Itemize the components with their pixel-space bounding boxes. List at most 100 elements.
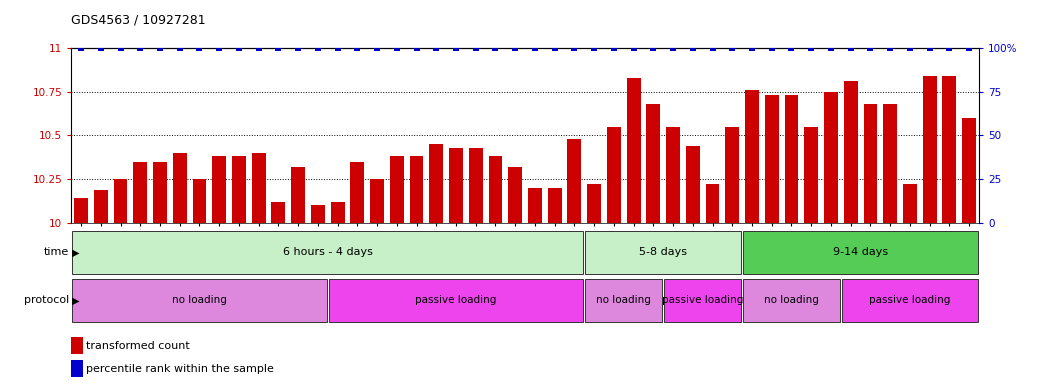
Bar xyxy=(587,184,601,223)
Bar xyxy=(864,104,877,223)
Point xyxy=(842,45,859,51)
Point xyxy=(270,45,287,51)
Text: ▶: ▶ xyxy=(72,247,80,258)
Bar xyxy=(331,202,344,223)
Bar xyxy=(389,156,404,223)
Bar xyxy=(922,76,936,223)
Point xyxy=(566,45,583,51)
Point xyxy=(230,45,247,51)
Bar xyxy=(71,337,83,354)
Point xyxy=(448,45,465,51)
Bar xyxy=(173,153,186,223)
Bar xyxy=(842,279,978,322)
Point xyxy=(408,45,425,51)
Text: GDS4563 / 10927281: GDS4563 / 10927281 xyxy=(71,14,206,27)
Text: 5-8 days: 5-8 days xyxy=(640,247,687,258)
Bar xyxy=(664,279,741,322)
Point xyxy=(527,45,543,51)
Bar xyxy=(548,188,561,223)
Bar xyxy=(627,78,641,223)
Bar xyxy=(133,162,148,223)
Point xyxy=(210,45,227,51)
Text: no loading: no loading xyxy=(172,295,227,306)
Bar xyxy=(371,179,384,223)
Point xyxy=(310,45,327,51)
Point xyxy=(72,45,89,51)
Bar xyxy=(903,184,917,223)
Bar xyxy=(585,279,663,322)
Point xyxy=(329,45,346,51)
Text: 9-14 days: 9-14 days xyxy=(833,247,888,258)
Point xyxy=(743,45,760,51)
Point xyxy=(961,45,978,51)
Text: passive loading: passive loading xyxy=(416,295,496,306)
Text: no loading: no loading xyxy=(764,295,819,306)
Point xyxy=(152,45,169,51)
Bar xyxy=(844,81,857,223)
Bar xyxy=(251,153,266,223)
Point xyxy=(369,45,385,51)
Point xyxy=(645,45,662,51)
Point xyxy=(862,45,878,51)
Point xyxy=(547,45,563,51)
Point xyxy=(783,45,800,51)
Point xyxy=(132,45,149,51)
Bar xyxy=(528,188,542,223)
Point xyxy=(250,45,267,51)
Bar xyxy=(745,90,759,223)
Bar xyxy=(429,144,443,223)
Text: protocol: protocol xyxy=(24,295,69,306)
Bar xyxy=(193,179,206,223)
Bar xyxy=(942,76,956,223)
Bar xyxy=(686,146,699,223)
Bar xyxy=(351,162,364,223)
Bar xyxy=(71,360,83,377)
Bar xyxy=(765,95,779,223)
Point xyxy=(763,45,780,51)
Point xyxy=(290,45,307,51)
Point xyxy=(192,45,208,51)
Bar xyxy=(804,127,818,223)
Point xyxy=(723,45,740,51)
Text: passive loading: passive loading xyxy=(869,295,951,306)
Bar xyxy=(784,95,799,223)
Point xyxy=(507,45,524,51)
Text: ▶: ▶ xyxy=(72,295,80,306)
Bar xyxy=(213,156,226,223)
Bar xyxy=(74,198,88,223)
Bar xyxy=(567,139,581,223)
Bar xyxy=(824,92,838,223)
Point xyxy=(388,45,405,51)
Text: no loading: no loading xyxy=(597,295,651,306)
Text: 6 hours - 4 days: 6 hours - 4 days xyxy=(283,247,373,258)
Bar xyxy=(666,127,680,223)
Bar xyxy=(706,184,719,223)
Bar xyxy=(271,202,285,223)
Bar xyxy=(585,231,741,274)
Bar xyxy=(449,147,463,223)
Bar xyxy=(743,279,840,322)
Bar xyxy=(94,190,108,223)
Bar xyxy=(409,156,423,223)
Bar xyxy=(469,147,483,223)
Point xyxy=(941,45,958,51)
Text: transformed count: transformed count xyxy=(86,341,190,351)
Point xyxy=(487,45,504,51)
Point xyxy=(705,45,721,51)
Text: passive loading: passive loading xyxy=(662,295,743,306)
Bar xyxy=(329,279,583,322)
Point xyxy=(685,45,701,51)
Point xyxy=(349,45,365,51)
Point xyxy=(921,45,938,51)
Bar xyxy=(726,127,739,223)
Point xyxy=(882,45,898,51)
Text: time: time xyxy=(44,247,69,258)
Point xyxy=(803,45,820,51)
Bar xyxy=(962,118,976,223)
Point xyxy=(92,45,109,51)
Point xyxy=(901,45,918,51)
Point xyxy=(823,45,840,51)
Point xyxy=(665,45,682,51)
Bar xyxy=(489,156,503,223)
Bar xyxy=(291,167,305,223)
